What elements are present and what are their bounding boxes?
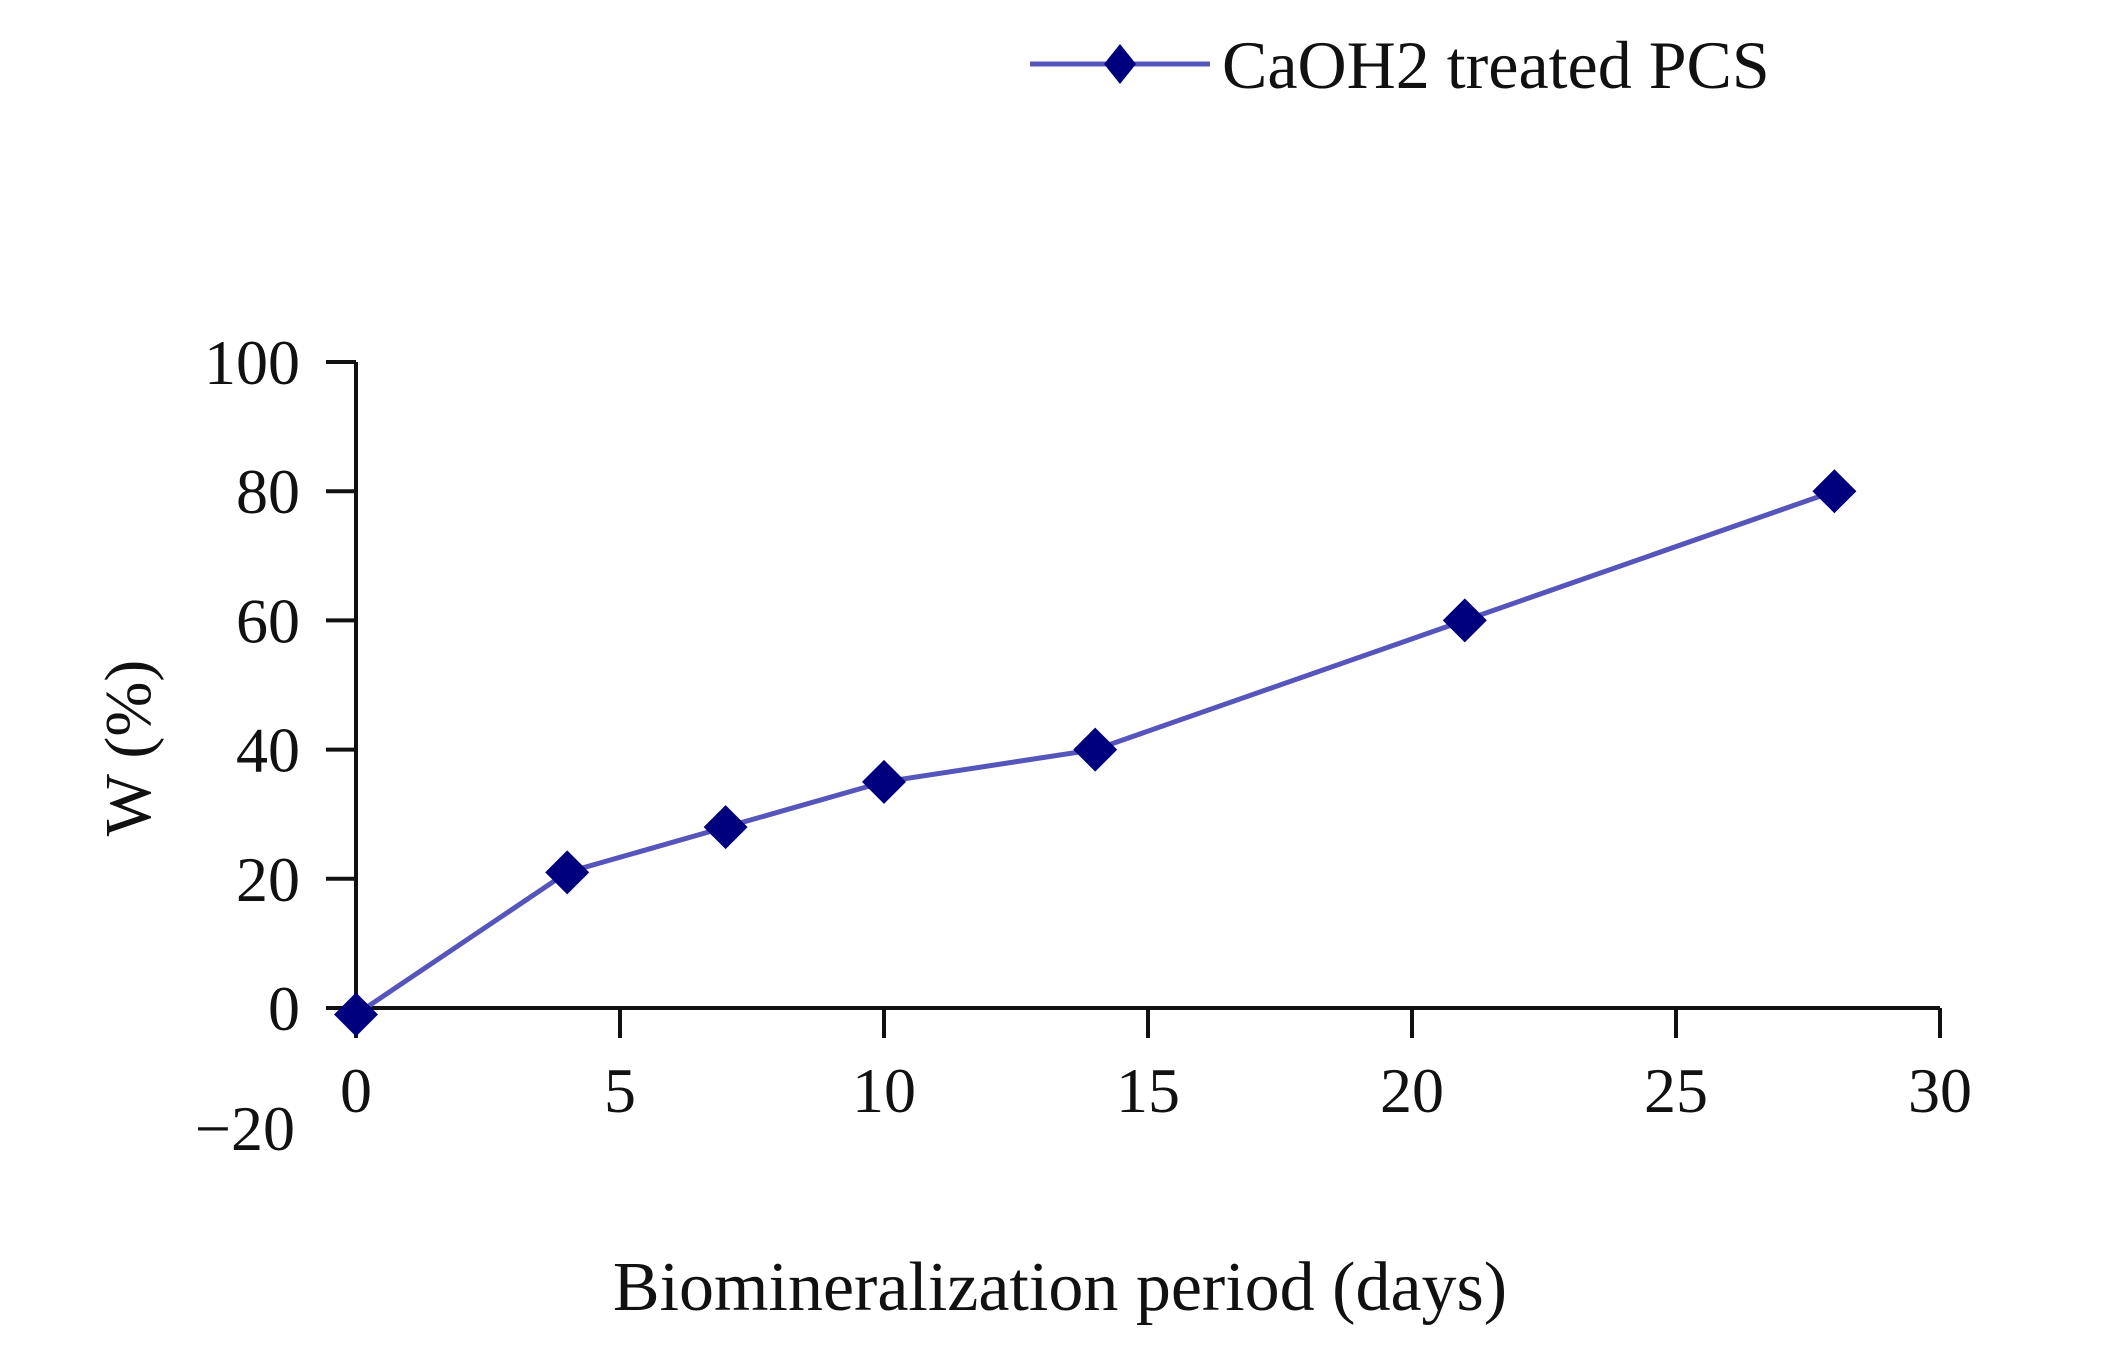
data-point (1073, 727, 1118, 772)
y-tick-label: 100 (204, 327, 300, 398)
data-point (334, 992, 378, 1037)
legend: CaOH2 treated PCS (1030, 27, 1770, 103)
y-tick-label: 20 (236, 844, 300, 915)
data-point (545, 850, 590, 895)
x-tick-label: 0 (340, 1055, 372, 1126)
data-point (862, 759, 906, 804)
legend-marker (1104, 44, 1136, 84)
x-tick-label: 20 (1380, 1055, 1444, 1126)
data-point (703, 805, 748, 850)
x-tick-label: 25 (1644, 1055, 1708, 1126)
x-tick-label: 5 (604, 1055, 636, 1126)
x-axis-label: Biomineralization period (days) (613, 1249, 1507, 1326)
y-axis-label: W (%) (92, 660, 165, 837)
y-tick-label: 0 (268, 973, 300, 1044)
series-layer (334, 469, 1857, 1037)
axes (354, 362, 1940, 1010)
data-point (1442, 598, 1487, 643)
y-tick-label: −20 (195, 1093, 295, 1164)
data-point (1812, 469, 1857, 514)
x-tick-label: 10 (852, 1055, 916, 1126)
legend-label: CaOH2 treated PCS (1222, 27, 1770, 103)
x-tick-label: 15 (1116, 1055, 1180, 1126)
y-ticks: 100 80 60 40 20 0 −20 (195, 327, 356, 1164)
x-tick-label: 30 (1908, 1055, 1972, 1126)
y-tick-label: 40 (236, 715, 300, 786)
x-ticks: 0 5 10 15 20 25 30 (340, 1008, 1972, 1126)
y-tick-label: 80 (236, 456, 300, 527)
y-tick-label: 60 (236, 585, 300, 656)
